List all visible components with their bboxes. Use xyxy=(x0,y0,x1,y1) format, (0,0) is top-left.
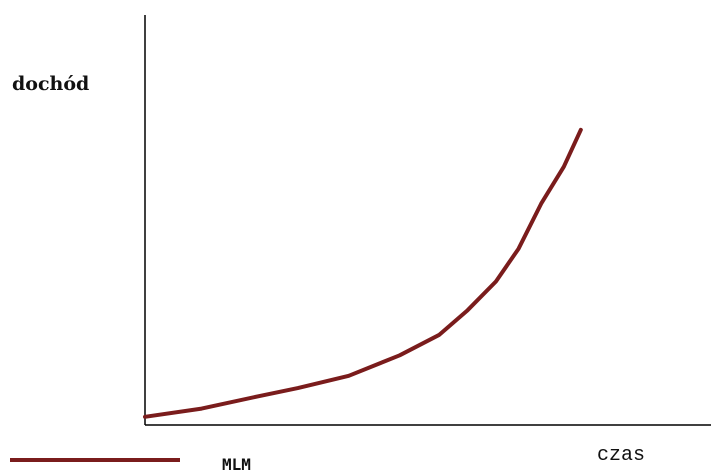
legend-label: MLM xyxy=(222,455,251,474)
series-line xyxy=(143,127,583,419)
y-axis-label: dochód xyxy=(12,73,89,95)
x-axis-label: czas xyxy=(597,444,645,467)
